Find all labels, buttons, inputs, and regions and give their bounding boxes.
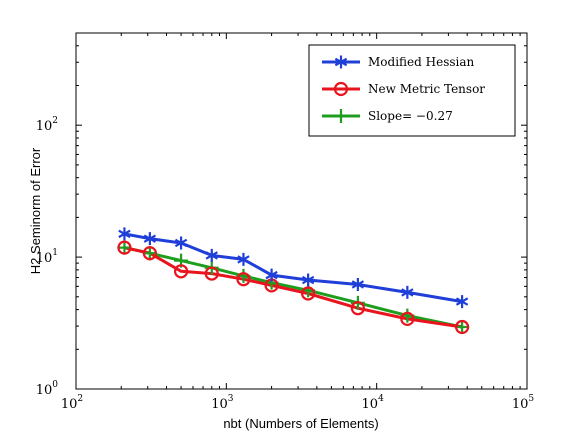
legend: Modified Hessian New Metric Tensor Slope= … <box>308 44 516 137</box>
circle-marker <box>117 240 132 255</box>
x-tick-exponent: 5 <box>528 394 534 404</box>
asterisk-marker <box>401 285 414 299</box>
asterisk-marker <box>351 277 365 291</box>
circle-marker <box>173 264 189 279</box>
x-axis-label: nbt (Numbers of Elements) <box>223 416 378 431</box>
asterisk-marker <box>174 236 188 250</box>
plus-marker <box>334 109 348 123</box>
legend-label: Slope= −0.27 <box>368 109 453 123</box>
plus-marker <box>455 320 470 335</box>
circle-marker <box>236 272 251 287</box>
y-tick-exponent: 2 <box>52 116 58 126</box>
circle-marker <box>301 286 316 301</box>
circle-marker <box>204 266 219 281</box>
plus-marker <box>117 240 132 255</box>
circle-marker <box>400 311 415 326</box>
legend-label: Modified Hessian <box>368 55 475 69</box>
circle-marker <box>142 246 157 261</box>
y-tick-exponent: 1 <box>52 248 58 258</box>
x-tick-exponent: 3 <box>228 394 234 404</box>
asterisk-marker <box>265 268 278 282</box>
series-lines <box>124 232 463 329</box>
series-line <box>124 232 463 304</box>
x-tick-exponent: 2 <box>77 394 83 404</box>
series-line <box>124 246 463 329</box>
asterisk-marker <box>237 252 250 266</box>
circle-marker <box>333 81 349 97</box>
asterisk-marker <box>205 248 218 262</box>
circle-marker <box>454 319 470 335</box>
asterisk-marker <box>143 232 157 246</box>
plus-marker <box>142 246 157 261</box>
asterisk-marker <box>301 273 315 287</box>
series-line <box>124 246 463 329</box>
series-markers <box>117 227 470 335</box>
asterisk-marker <box>455 295 469 309</box>
circle-marker <box>350 301 365 316</box>
y-tick-exponent: 0 <box>52 380 58 390</box>
asterisk-marker <box>334 55 348 69</box>
asterisk-marker <box>118 227 131 241</box>
legend-items: Modified Hessian New Metric Tensor Slope= … <box>322 55 485 123</box>
axis-ticks <box>75 32 527 390</box>
y-axis-label: H2 Seminorm of Error <box>28 147 43 274</box>
x-tick-exponent: 4 <box>378 394 384 404</box>
legend-label: New Metric Tensor <box>368 82 485 96</box>
